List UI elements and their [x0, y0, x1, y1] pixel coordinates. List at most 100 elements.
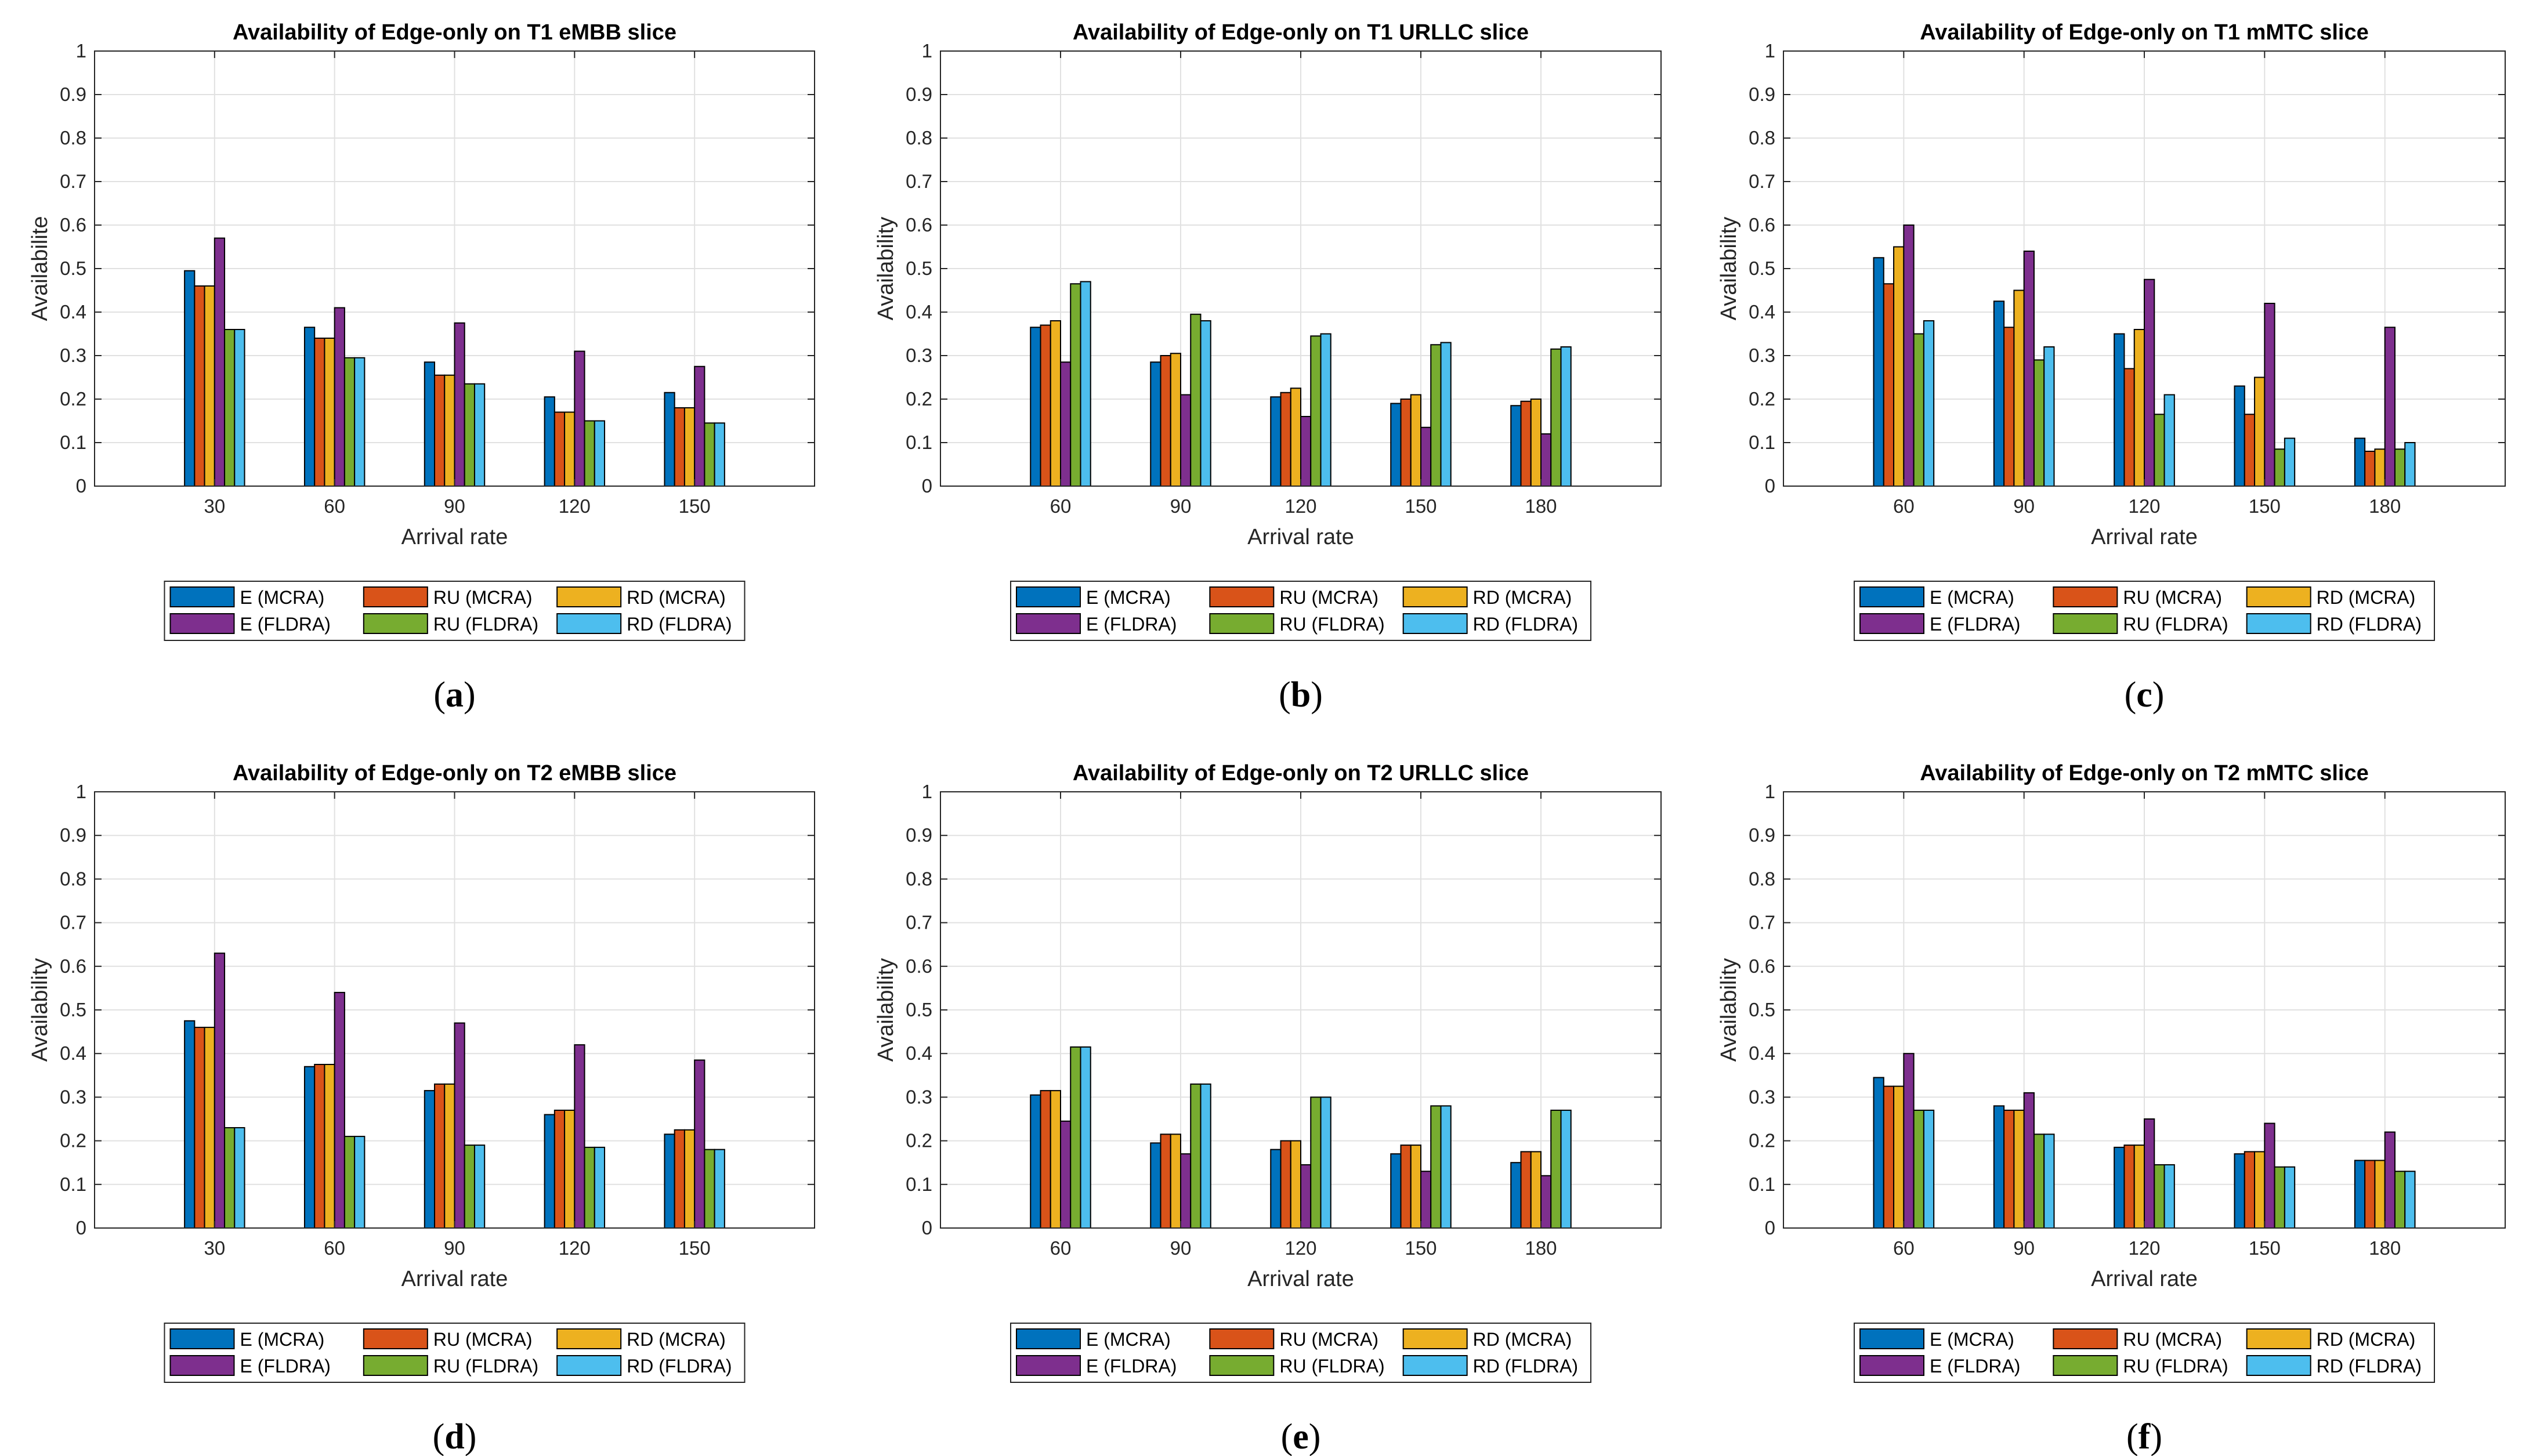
x-tick-label: 30 — [204, 495, 225, 517]
bar-ru-mcra-150 — [1400, 399, 1412, 487]
bar-rd-fldra-60 — [1923, 320, 1935, 487]
y-tick-label: 0.7 — [60, 171, 86, 192]
bar-rd-mcra-150 — [1410, 1144, 1421, 1229]
bar-e-fldra-30 — [214, 237, 226, 487]
legend-label: RD (FLDRA) — [2317, 1356, 2422, 1377]
bar-ru-fldra-60 — [1913, 1109, 1924, 1229]
y-tick-label: 0.4 — [1749, 301, 1775, 323]
panel-label-close: ) — [1311, 675, 1323, 715]
bar-ru-mcra-60 — [314, 1064, 325, 1229]
legend-label: E (MCRA) — [240, 1329, 325, 1350]
bar-e-fldra-120 — [574, 350, 585, 487]
panel-label: (a) — [433, 675, 475, 715]
panel-label-letter: e — [1293, 1417, 1309, 1456]
legend-swatch — [1859, 1328, 1924, 1349]
y-tick-label: 0.6 — [1749, 955, 1775, 977]
y-tick-label: 0.2 — [1749, 388, 1775, 410]
legend-label: RU (FLDRA) — [1279, 614, 1384, 635]
y-tick-label: 0.4 — [906, 301, 932, 323]
legend-label: E (MCRA) — [1086, 587, 1171, 608]
panel-label-letter: a — [446, 675, 464, 715]
bar-e-fldra-60 — [334, 307, 345, 487]
legend-label: RD (FLDRA) — [1473, 1356, 1578, 1377]
chart-panel-c: 0 0.1 0.2 0.3 0.4 0.5 0.6 0.7 0.8 0.9 1 60 90 120 150 1… — [1717, 20, 2506, 715]
panel-label-open: ( — [1281, 1417, 1293, 1456]
y-tick-label: 0.6 — [906, 955, 932, 977]
legend-swatch — [363, 1328, 428, 1349]
bar-e-mcra-60 — [1873, 257, 1884, 487]
legend-box — [1010, 581, 1591, 641]
legend-box — [164, 581, 746, 641]
bar-ru-fldra-180 — [2394, 1171, 2406, 1229]
bar-ru-fldra-120 — [1310, 1096, 1322, 1229]
bar-rd-mcra-90 — [1170, 1133, 1181, 1229]
bar-ru-fldra-90 — [2033, 359, 2045, 487]
bar-e-fldra-90 — [2023, 251, 2035, 487]
bar-rd-fldra-120 — [1320, 333, 1331, 487]
legend-swatch — [169, 1355, 235, 1376]
y-tick-label: 0.9 — [1749, 824, 1775, 846]
y-tick-label: 0.5 — [60, 258, 86, 279]
bar-rd-fldra-90 — [1200, 1083, 1211, 1229]
bar-ru-mcra-150 — [674, 1129, 685, 1229]
bar-ru-fldra-150 — [704, 422, 715, 487]
y-tick-label: 0.2 — [906, 1130, 932, 1151]
y-tick-label: 0 — [76, 475, 86, 497]
y-tick-label: 0.2 — [60, 388, 86, 410]
legend-swatch — [1016, 1328, 1081, 1349]
panel-label-close: ) — [2150, 1417, 2162, 1456]
y-tick-label: 0.8 — [906, 868, 932, 889]
bar-e-mcra-180 — [1510, 1162, 1522, 1229]
bar-ru-mcra-180 — [1520, 400, 1532, 487]
bar-rd-mcra-60 — [1893, 246, 1905, 487]
legend-label: RU (MCRA) — [2123, 1329, 2222, 1350]
bar-rd-mcra-120 — [1290, 387, 1301, 487]
bar-rd-mcra-60 — [324, 338, 335, 487]
panel-label-close: ) — [464, 675, 476, 715]
bar-ru-fldra-30 — [224, 1127, 236, 1229]
bar-ru-fldra-60 — [1070, 283, 1081, 487]
y-tick-label: 0.1 — [1749, 432, 1775, 453]
bar-ru-fldra-60 — [1913, 333, 1924, 487]
bar-rd-mcra-90 — [2013, 1109, 2025, 1229]
chart-panel-d: 0 0.1 0.2 0.3 0.4 0.5 0.6 0.7 0.8 0.9 1 30 60 90 120 15… — [28, 761, 815, 1456]
y-tick-label: 0.5 — [1749, 258, 1775, 279]
legend-swatch — [1209, 586, 1275, 607]
x-tick-label: 60 — [1050, 495, 1072, 517]
bar-rd-fldra-180 — [2404, 1171, 2416, 1229]
legend-swatch — [1209, 613, 1275, 634]
y-tick-label: 0.3 — [1749, 1086, 1775, 1107]
legend-label: E (FLDRA) — [1930, 614, 2020, 635]
y-tick-label: 1 — [922, 781, 932, 802]
x-tick-label: 120 — [1284, 495, 1316, 517]
legend-label: E (MCRA) — [240, 587, 325, 608]
bar-rd-fldra-150 — [1440, 1105, 1452, 1229]
bar-e-fldra-60 — [1903, 224, 1915, 487]
legend-box — [1854, 581, 2435, 641]
bar-rd-fldra-60 — [1923, 1109, 1935, 1229]
y-tick-label: 0.7 — [1749, 912, 1775, 933]
bar-e-mcra-90 — [424, 361, 436, 487]
y-tick-label: 0.3 — [906, 1086, 932, 1107]
bar-e-fldra-60 — [334, 991, 345, 1229]
bar-e-mcra-120 — [544, 1114, 555, 1229]
y-tick-label: 0.3 — [60, 1086, 86, 1107]
bar-e-fldra-90 — [1180, 1153, 1192, 1229]
bar-e-mcra-120 — [1270, 1149, 1282, 1229]
bar-rd-mcra-60 — [324, 1064, 335, 1229]
bar-rd-mcra-60 — [1050, 1090, 1061, 1229]
legend: E (MCRA) RU (MCRA) RD (MCRA) E (FLDRA) RU (F… — [164, 1323, 746, 1383]
bar-e-fldra-150 — [694, 1059, 705, 1229]
x-axis-label: Arrival rate — [2091, 525, 2198, 549]
bar-e-mcra-60 — [1873, 1077, 1884, 1229]
bar-e-mcra-30 — [184, 270, 196, 487]
y-axis-label: Availability — [1717, 958, 1741, 1062]
bar-ru-mcra-30 — [194, 285, 205, 487]
legend-label: RU (FLDRA) — [2123, 614, 2228, 635]
bar-ru-mcra-90 — [434, 374, 446, 487]
y-tick-label: 0.1 — [906, 432, 932, 453]
y-tick-label: 0.7 — [906, 171, 932, 192]
x-tick-label: 150 — [2249, 495, 2281, 517]
bar-e-mcra-150 — [2234, 1153, 2245, 1229]
bar-rd-fldra-150 — [2284, 1166, 2296, 1229]
